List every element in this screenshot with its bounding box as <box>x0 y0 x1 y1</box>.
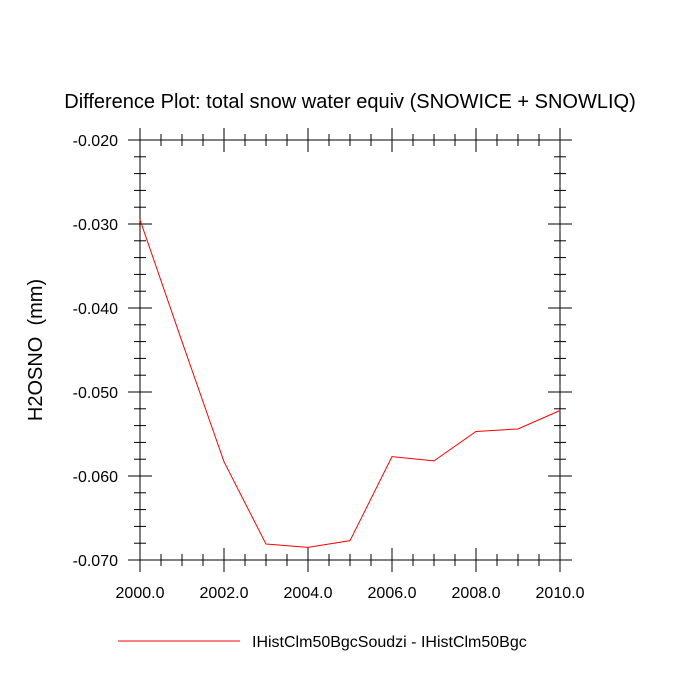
data-point <box>391 456 393 458</box>
plot-frame <box>139 139 561 561</box>
series-line <box>139 219 561 548</box>
data-point <box>349 540 351 542</box>
legend-label: IHistClm50BgcSoudzi - IHistClm50Bgc <box>252 634 527 651</box>
x-tick-label: 2004.0 <box>284 585 333 602</box>
y-tick-label: -0.020 <box>73 133 118 150</box>
x-tick-label: 2002.0 <box>200 585 249 602</box>
data-point <box>265 543 267 545</box>
y-tick-label: -0.070 <box>73 553 118 570</box>
data-point <box>307 546 309 548</box>
y-tick-label: -0.040 <box>73 301 118 318</box>
x-tick-label: 2010.0 <box>536 585 585 602</box>
data-point <box>223 461 225 463</box>
chart-title: Difference Plot: total snow water equiv … <box>64 91 635 113</box>
data-points <box>139 219 561 548</box>
data-point <box>475 430 477 432</box>
y-tick-label: -0.060 <box>73 469 118 486</box>
data-point <box>559 409 561 411</box>
data-point <box>181 341 183 343</box>
data-point <box>517 428 519 430</box>
y-tick-label: -0.030 <box>73 217 118 234</box>
x-tick-label: 2008.0 <box>452 585 501 602</box>
y-tick-label: -0.050 <box>73 385 118 402</box>
y-axis-label: H2OSNO (mm) <box>25 279 47 421</box>
data-point <box>433 460 435 462</box>
x-tick-label: 2006.0 <box>368 585 417 602</box>
x-tick-labels: 2000.0 2002.0 2004.0 2006.0 2008.0 2010.… <box>116 585 585 602</box>
x-tick-label: 2000.0 <box>116 585 165 602</box>
legend: IHistClm50BgcSoudzi - IHistClm50Bgc <box>118 634 527 651</box>
y-tick-labels: -0.020 -0.030 -0.040 -0.050 -0.060 -0.07… <box>73 133 118 570</box>
axis-ticks <box>128 128 572 572</box>
data-point <box>139 219 141 221</box>
